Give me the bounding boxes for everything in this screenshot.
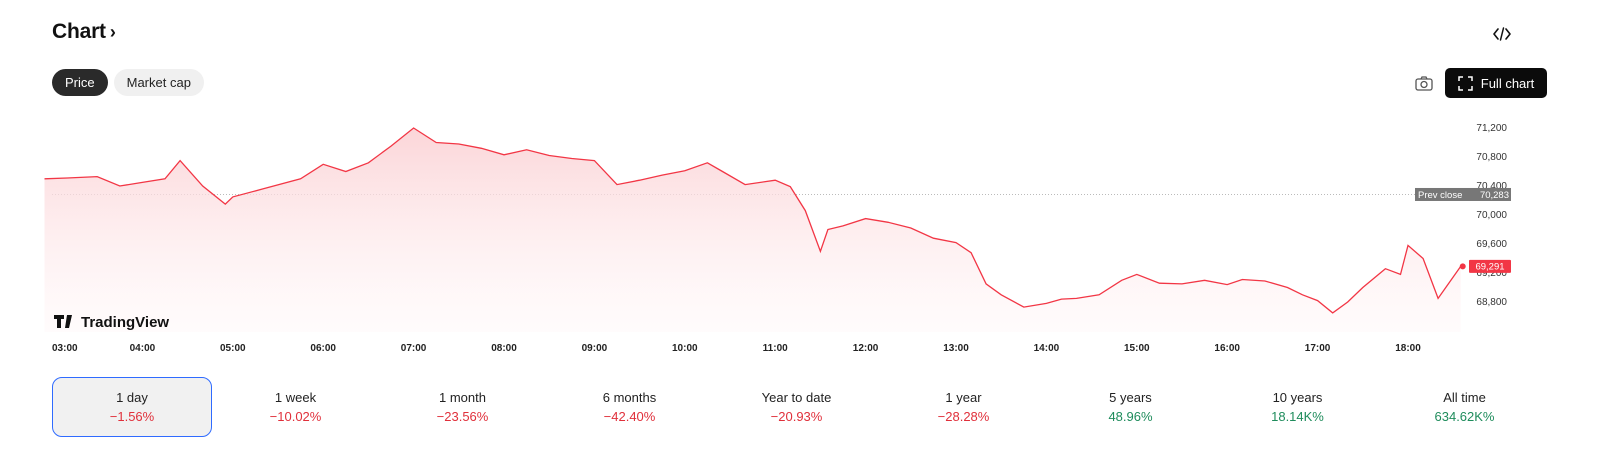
price-chart[interactable]: 71,200 70,800 70,400 70,000 69,600 69,200 68,8… [0, 110, 1600, 360]
x-axis: 03:00 04:00 05:00 06:00 07:00 08:00 09:00 10:00… [52, 343, 1421, 354]
y-tick-label: 69,200 [1476, 268, 1507, 279]
x-tick-label: 17:00 [1305, 343, 1331, 354]
y-axis: 71,200 70,800 70,400 70,000 69,600 69,200 68,8… [1476, 123, 1507, 308]
prev-close-label-text: Prev close [1418, 190, 1462, 201]
x-tick-label: 11:00 [763, 343, 788, 354]
range-change: −1.56% [109, 409, 155, 424]
range-label: 6 months [602, 390, 657, 405]
time-range-selector: 1 day −1.56% 1 week −10.02% 1 month −23.56% 6 … [52, 377, 1548, 437]
x-tick-label: 16:00 [1214, 343, 1240, 354]
y-tick-label: 68,800 [1476, 297, 1507, 308]
x-tick-label: 06:00 [310, 343, 336, 354]
price-line [44, 127, 1462, 314]
prev-close-label: Prev close 70,283 [1415, 187, 1511, 201]
range-label: All time [1443, 390, 1486, 405]
range-label: 10 years [1272, 390, 1323, 405]
range-option[interactable]: 5 years 48.96% [1047, 377, 1214, 437]
y-tick-label: 69,600 [1476, 239, 1507, 250]
x-tick-label: 08:00 [491, 343, 517, 354]
x-tick-label: 13:00 [943, 343, 969, 354]
title-text: Chart [52, 20, 106, 43]
tradingview-logo: TradingView [54, 314, 169, 331]
x-tick-label: 04:00 [130, 343, 156, 354]
y-tick-label: 71,200 [1476, 123, 1507, 134]
y-tick-label: 70,400 [1476, 181, 1507, 192]
y-tick-label: 70,000 [1476, 210, 1507, 221]
range-change: −28.28% [937, 409, 990, 424]
price-area [44, 128, 1461, 332]
range-label: 1 year [945, 390, 982, 405]
range-label: 1 day [116, 390, 148, 405]
tradingview-wordmark: TradingView [81, 314, 169, 331]
range-option[interactable]: Year to date −20.93% [713, 377, 880, 437]
tab-price[interactable]: Price [52, 69, 108, 96]
range-option[interactable]: 10 years 18.14K% [1214, 377, 1381, 437]
code-icon [1493, 27, 1511, 41]
x-tick-label: 18:00 [1395, 343, 1421, 354]
x-tick-label: 12:00 [853, 343, 879, 354]
range-change: 18.14K% [1271, 409, 1324, 424]
range-option[interactable]: 1 month −23.56% [379, 377, 546, 437]
embed-code-button[interactable] [1490, 24, 1514, 44]
x-tick-label: 09:00 [582, 343, 608, 354]
x-tick-label: 05:00 [220, 343, 246, 354]
range-change: −20.93% [770, 409, 823, 424]
full-chart-button[interactable]: Full chart [1445, 68, 1547, 98]
x-tick-label: 10:00 [672, 343, 698, 354]
range-option[interactable]: All time 634.62K% [1381, 377, 1548, 437]
range-label: 1 month [439, 390, 486, 405]
range-option[interactable]: 1 week −10.02% [212, 377, 379, 437]
fullscreen-icon [1458, 75, 1473, 91]
range-change: 634.62K% [1434, 409, 1495, 424]
chart-type-tabs: Price Market cap [52, 69, 204, 96]
x-tick-label: 07:00 [401, 343, 427, 354]
page-title[interactable]: Chart › [52, 20, 116, 44]
range-label: 5 years [1109, 390, 1152, 405]
x-tick-label: 14:00 [1034, 343, 1060, 354]
range-option[interactable]: 6 months −42.40% [546, 377, 713, 437]
full-chart-label: Full chart [1480, 75, 1535, 91]
last-price-marker: 69,291 [1459, 259, 1511, 273]
range-change: −23.56% [436, 409, 489, 424]
prev-close-value: 70,283 [1480, 190, 1509, 201]
range-change: 48.96% [1108, 409, 1153, 424]
range-change: −10.02% [269, 409, 322, 424]
camera-icon [1415, 75, 1433, 91]
last-price-value: 69,291 [1475, 262, 1504, 273]
range-option[interactable]: 1 year −28.28% [880, 377, 1047, 437]
range-label: 1 week [274, 390, 317, 405]
x-tick-label: 15:00 [1124, 343, 1150, 354]
y-tick-label: 70,800 [1476, 152, 1507, 163]
range-label: Year to date [761, 390, 832, 405]
tab-market-cap[interactable]: Market cap [113, 69, 204, 96]
chevron-right-icon: › [109, 21, 116, 42]
range-change: −42.40% [603, 409, 656, 424]
x-tick-label: 03:00 [52, 343, 78, 354]
screenshot-button[interactable] [1410, 70, 1438, 96]
range-option[interactable]: 1 day −1.56% [52, 377, 212, 437]
